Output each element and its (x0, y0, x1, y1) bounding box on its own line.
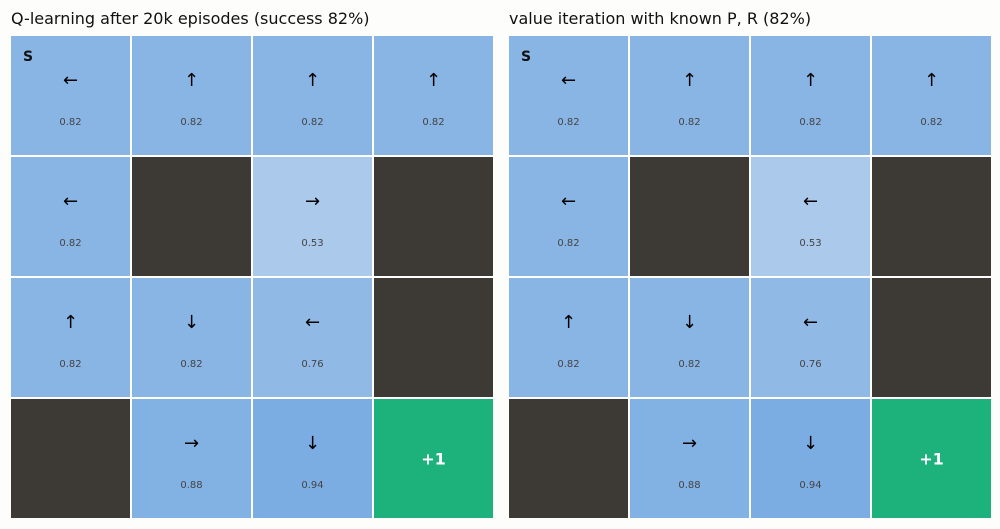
state-cell: ↑ 0.82 (253, 36, 372, 155)
start-cell: S ← 0.82 (11, 36, 130, 155)
wall-cell (509, 399, 628, 518)
policy-arrow-icon: ← (62, 70, 79, 91)
policy-arrow-icon: ↓ (802, 433, 819, 454)
start-marker: S (23, 49, 34, 65)
start-marker: S (521, 49, 532, 65)
gridworld: S ← 0.82 ↑ 0.82 ↑ 0.82 ↑ 0.82 ← 0.82 ← 0.53 ↑ 0.82 ↓ 0.8… (509, 36, 991, 518)
state-value: 0.76 (301, 359, 324, 370)
policy-arrow-icon: ← (802, 312, 819, 333)
goal-cell: +1 (872, 399, 991, 518)
policy-arrow-icon: ↓ (681, 312, 698, 333)
start-cell: S ← 0.82 (509, 36, 628, 155)
wall-cell (11, 399, 130, 518)
wall-cell (872, 157, 991, 276)
state-value: 0.82 (557, 238, 580, 249)
wall-cell (374, 278, 493, 397)
state-cell: ← 0.76 (751, 278, 870, 397)
goal-cell: +1 (374, 399, 493, 518)
gridworld: S ← 0.82 ↑ 0.82 ↑ 0.82 ↑ 0.82 ← 0.82 → 0.53 ↑ 0.82 ↓ 0.8… (11, 36, 493, 518)
state-cell: ↓ 0.82 (132, 278, 251, 397)
policy-arrow-icon: ↑ (62, 312, 79, 333)
state-value: 0.82 (180, 359, 203, 370)
state-cell: → 0.88 (132, 399, 251, 518)
policy-arrow-icon: ↓ (304, 433, 321, 454)
policy-arrow-icon: ← (304, 312, 321, 333)
policy-arrow-icon: ↑ (681, 70, 698, 91)
policy-arrow-icon: ← (62, 191, 79, 212)
state-value: 0.82 (678, 117, 701, 128)
state-cell: ← 0.76 (253, 278, 372, 397)
policy-arrow-icon: → (183, 433, 200, 454)
state-cell: ← 0.82 (11, 157, 130, 276)
state-cell: ↑ 0.82 (509, 278, 628, 397)
state-value: 0.82 (301, 117, 324, 128)
state-value: 0.88 (678, 480, 701, 491)
state-cell: ← 0.53 (751, 157, 870, 276)
state-cell: ↓ 0.94 (253, 399, 372, 518)
policy-arrow-icon: ↑ (923, 70, 940, 91)
panel-title: value iteration with known P, R (82%) (509, 9, 812, 28)
state-value: 0.82 (920, 117, 943, 128)
state-cell: → 0.88 (630, 399, 749, 518)
state-value: 0.53 (301, 238, 324, 249)
state-value: 0.82 (557, 359, 580, 370)
state-value: 0.82 (59, 359, 82, 370)
state-cell: ↓ 0.94 (751, 399, 870, 518)
policy-arrow-icon: ← (560, 191, 577, 212)
state-value: 0.94 (301, 480, 324, 491)
policy-arrow-icon: ↑ (560, 312, 577, 333)
state-cell: ↑ 0.82 (630, 36, 749, 155)
state-value: 0.82 (180, 117, 203, 128)
state-cell: ↑ 0.82 (751, 36, 870, 155)
state-value: 0.76 (799, 359, 822, 370)
policy-arrow-icon: ← (560, 70, 577, 91)
wall-cell (374, 157, 493, 276)
state-value: 0.53 (799, 238, 822, 249)
state-cell: ↑ 0.82 (872, 36, 991, 155)
panel-title: Q-learning after 20k episodes (success 8… (11, 9, 370, 28)
goal-reward-label: +1 (919, 449, 944, 468)
state-value: 0.88 (180, 480, 203, 491)
wall-cell (630, 157, 749, 276)
state-cell: → 0.53 (253, 157, 372, 276)
goal-reward-label: +1 (421, 449, 446, 468)
state-value: 0.82 (422, 117, 445, 128)
state-value: 0.94 (799, 480, 822, 491)
policy-arrow-icon: ← (802, 191, 819, 212)
state-cell: ↑ 0.82 (374, 36, 493, 155)
state-value: 0.82 (557, 117, 580, 128)
policy-arrow-icon: ↑ (425, 70, 442, 91)
state-value: 0.82 (799, 117, 822, 128)
wall-cell (872, 278, 991, 397)
state-value: 0.82 (59, 238, 82, 249)
policy-arrow-icon: → (681, 433, 698, 454)
policy-arrow-icon: ↑ (183, 70, 200, 91)
state-cell: ↑ 0.82 (132, 36, 251, 155)
policy-arrow-icon: ↑ (802, 70, 819, 91)
state-cell: ← 0.82 (509, 157, 628, 276)
wall-cell (132, 157, 251, 276)
q-learning-panel: Q-learning after 20k episodes (success 8… (11, 0, 493, 529)
state-cell: ↓ 0.82 (630, 278, 749, 397)
state-value: 0.82 (678, 359, 701, 370)
state-value: 0.82 (59, 117, 82, 128)
policy-arrow-icon: ↑ (304, 70, 321, 91)
state-cell: ↑ 0.82 (11, 278, 130, 397)
policy-arrow-icon: → (304, 191, 321, 212)
policy-arrow-icon: ↓ (183, 312, 200, 333)
value-iteration-panel: value iteration with known P, R (82%) S ←… (509, 0, 991, 529)
